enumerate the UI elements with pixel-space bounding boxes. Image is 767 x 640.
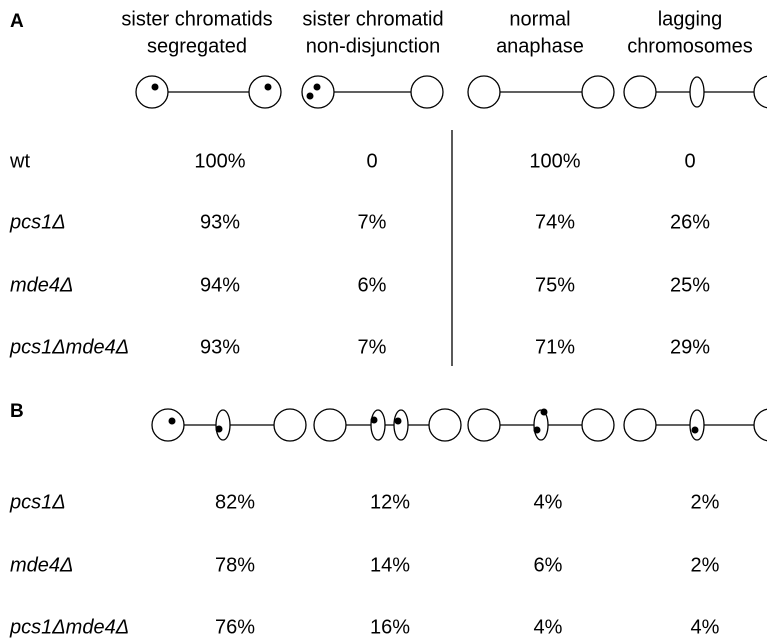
column-header: normal	[509, 8, 570, 30]
panel-label: A	[10, 11, 24, 32]
percentage: 0	[366, 150, 377, 172]
percentage: 26%	[670, 211, 710, 233]
percentage: 76%	[215, 616, 255, 638]
percentage: 93%	[200, 336, 240, 358]
column-header: non-disjunction	[306, 35, 441, 57]
column-header: sister chromatids	[121, 8, 272, 30]
percentage: 7%	[358, 336, 387, 358]
percentage: 25%	[670, 274, 710, 296]
percentage: 93%	[200, 211, 240, 233]
percentage: 0	[684, 150, 695, 172]
percentage: 74%	[535, 211, 575, 233]
strain-name: pcs1Δmde4Δ	[9, 616, 129, 638]
strain-name: pcs1Δ	[9, 211, 66, 233]
column-header: chromosomes	[627, 35, 753, 57]
percentage: 6%	[358, 274, 387, 296]
column-header: sister chromatid	[302, 8, 443, 30]
percentage: 4%	[691, 616, 720, 638]
percentage: 6%	[534, 554, 563, 576]
percentage: 12%	[370, 491, 410, 513]
diagrams-b	[152, 409, 767, 442]
diagrams-a	[136, 76, 767, 108]
percentage: 16%	[370, 616, 410, 638]
figure: A B sister chromatids segregated sister ch…	[0, 0, 767, 640]
column-header: anaphase	[496, 35, 584, 57]
percentage: 2%	[691, 554, 720, 576]
column-header: lagging	[658, 8, 723, 30]
strain-name: pcs1Δmde4Δ	[9, 336, 129, 358]
strain-name: pcs1Δ	[9, 491, 66, 513]
column-header: segregated	[147, 35, 247, 57]
percentage: 75%	[535, 274, 575, 296]
percentage: 14%	[370, 554, 410, 576]
percentage: 7%	[358, 211, 387, 233]
percentage: 100%	[194, 150, 245, 172]
percentage: 78%	[215, 554, 255, 576]
strain-name: mde4Δ	[10, 554, 73, 576]
percentage: 71%	[535, 336, 575, 358]
percentage: 29%	[670, 336, 710, 358]
percentage: 4%	[534, 616, 563, 638]
percentage: 94%	[200, 274, 240, 296]
percentage: 4%	[534, 491, 563, 513]
percentage: 82%	[215, 491, 255, 513]
percentage: 2%	[691, 491, 720, 513]
strain-name: mde4Δ	[10, 274, 73, 296]
panel-label: B	[10, 401, 24, 422]
percentage: 100%	[529, 150, 580, 172]
strain-name: wt	[9, 150, 30, 172]
